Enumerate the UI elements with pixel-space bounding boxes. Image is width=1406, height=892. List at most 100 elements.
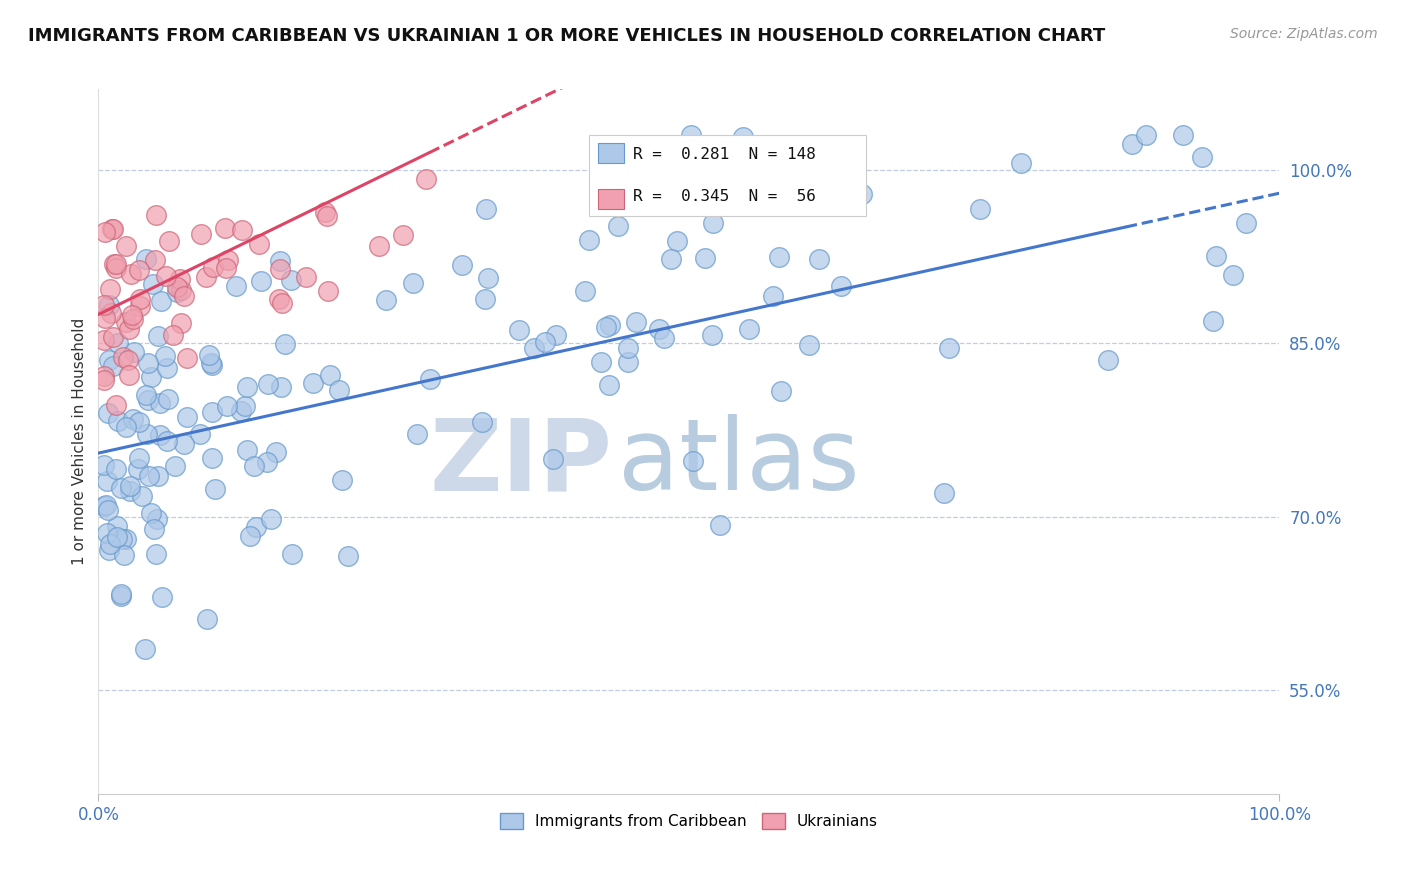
Point [330, 474, 353, 488]
Point [190, 426, 212, 441]
Point [122, 344, 145, 359]
Point [236, 380, 259, 394]
Point [1191, 150, 1213, 164]
Point [574, 284, 596, 298]
Bar [598, 189, 624, 209]
Point [204, 482, 226, 496]
Point [477, 271, 499, 285]
Point [328, 384, 350, 398]
Point [118, 322, 141, 336]
Text: ZIP: ZIP [429, 414, 612, 511]
Point [231, 222, 253, 236]
Point [101, 329, 124, 343]
Point [105, 462, 128, 476]
Point [654, 331, 676, 345]
Point [799, 337, 821, 351]
Point [145, 208, 167, 222]
Point [94, 499, 117, 513]
Point [166, 280, 188, 294]
Point [598, 378, 620, 392]
Point [260, 512, 283, 526]
Point [114, 420, 136, 434]
Point [1173, 128, 1195, 143]
Point [110, 482, 132, 496]
Point [146, 329, 169, 343]
Point [236, 442, 259, 457]
Point [659, 252, 682, 266]
Point [157, 234, 180, 248]
Point [155, 268, 177, 283]
Point [169, 272, 191, 286]
Y-axis label: 1 or more Vehicles in Household: 1 or more Vehicles in Household [72, 318, 87, 566]
Point [97, 543, 120, 558]
Point [271, 296, 294, 310]
Bar [589, 135, 866, 216]
Point [938, 341, 960, 355]
Point [107, 530, 129, 544]
Point [156, 361, 179, 376]
Point [96, 475, 118, 489]
Point [134, 642, 156, 657]
Text: R =  0.281  N = 148: R = 0.281 N = 148 [634, 146, 817, 161]
Point [121, 411, 143, 425]
Point [471, 415, 494, 429]
Point [93, 373, 115, 387]
Point [617, 341, 640, 355]
Point [202, 260, 225, 275]
Point [166, 285, 188, 299]
Point [217, 253, 239, 268]
Point [128, 415, 150, 429]
Point [135, 426, 157, 441]
Point [129, 292, 152, 306]
Point [153, 349, 176, 363]
Text: atlas: atlas [619, 414, 859, 511]
Point [135, 252, 157, 266]
Point [114, 533, 136, 547]
Point [121, 308, 143, 322]
Point [934, 486, 956, 500]
Point [101, 222, 124, 236]
Point [274, 337, 297, 351]
Point [96, 525, 118, 540]
Point [295, 269, 318, 284]
Point [648, 322, 671, 336]
Point [269, 254, 291, 268]
Point [105, 261, 128, 276]
Point [98, 353, 121, 368]
Point [98, 282, 121, 296]
Point [112, 548, 135, 562]
Point [145, 548, 167, 562]
Point [595, 320, 617, 334]
Point [256, 455, 278, 469]
Point [405, 427, 427, 442]
Point [738, 322, 761, 336]
Point [122, 312, 145, 326]
Point [695, 252, 717, 266]
Point [139, 506, 162, 520]
Point [163, 459, 186, 474]
Point [316, 284, 339, 298]
Point [198, 348, 221, 362]
Point [150, 293, 173, 308]
Point [1010, 155, 1032, 169]
Point [1097, 353, 1119, 368]
Point [142, 277, 165, 292]
Point [269, 261, 291, 276]
Point [666, 234, 689, 248]
Point [194, 270, 217, 285]
Point [201, 405, 224, 419]
Point [281, 547, 304, 561]
Point [176, 351, 198, 365]
Point [808, 252, 831, 266]
Point [336, 549, 359, 563]
Point [215, 261, 238, 276]
Point [280, 273, 302, 287]
Point [256, 377, 278, 392]
Point [1202, 313, 1225, 327]
Point [769, 384, 792, 399]
Point [1205, 249, 1227, 263]
Point [702, 216, 724, 230]
Point [128, 451, 150, 466]
Point [474, 292, 496, 306]
Point [319, 368, 342, 382]
